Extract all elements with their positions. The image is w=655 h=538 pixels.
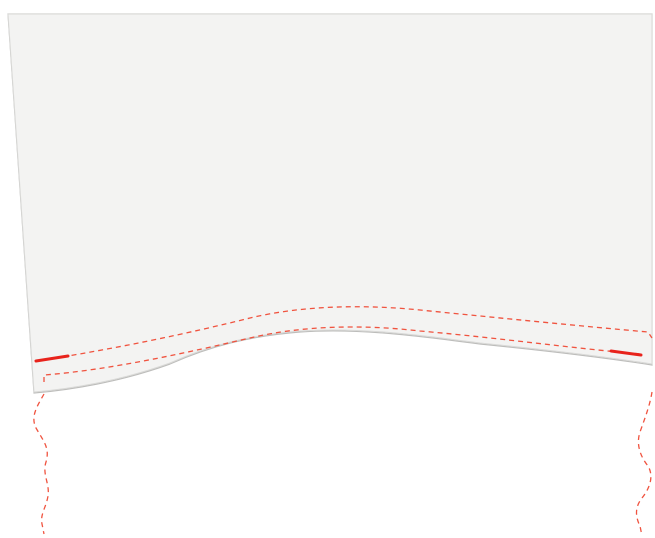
left-solid-marker bbox=[34, 354, 70, 363]
panel-shadow bbox=[7, 13, 653, 394]
right-trailing-dashed-curve bbox=[635, 391, 653, 537]
fabric-panel bbox=[7, 13, 653, 393]
left-trailing-dashed-curve bbox=[33, 393, 49, 535]
right-solid-marker bbox=[609, 349, 643, 357]
lower-dashed-guide bbox=[43, 326, 641, 382]
